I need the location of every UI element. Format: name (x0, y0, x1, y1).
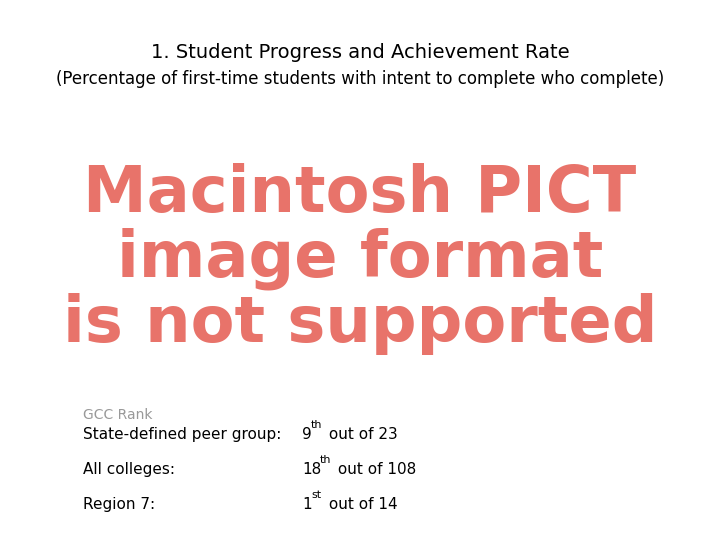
Text: 18: 18 (302, 462, 322, 477)
Text: 9: 9 (302, 427, 312, 442)
Text: (Percentage of first-time students with intent to complete who complete): (Percentage of first-time students with … (56, 70, 664, 88)
Text: is not supported: is not supported (63, 293, 657, 355)
Text: 1. Student Progress and Achievement Rate: 1. Student Progress and Achievement Rate (150, 43, 570, 62)
Text: GCC Rank: GCC Rank (83, 408, 153, 422)
Text: Macintosh PICT: Macintosh PICT (84, 164, 636, 225)
Text: 1: 1 (302, 497, 312, 512)
Text: th: th (320, 455, 331, 465)
Text: th: th (311, 420, 323, 430)
Text: Region 7:: Region 7: (83, 497, 155, 512)
Text: st: st (311, 490, 321, 501)
Text: All colleges:: All colleges: (83, 462, 175, 477)
Text: out of 108: out of 108 (333, 462, 416, 477)
Text: out of 14: out of 14 (324, 497, 397, 512)
Text: State-defined peer group:: State-defined peer group: (83, 427, 282, 442)
Text: image format: image format (117, 228, 603, 291)
Text: out of 23: out of 23 (324, 427, 397, 442)
